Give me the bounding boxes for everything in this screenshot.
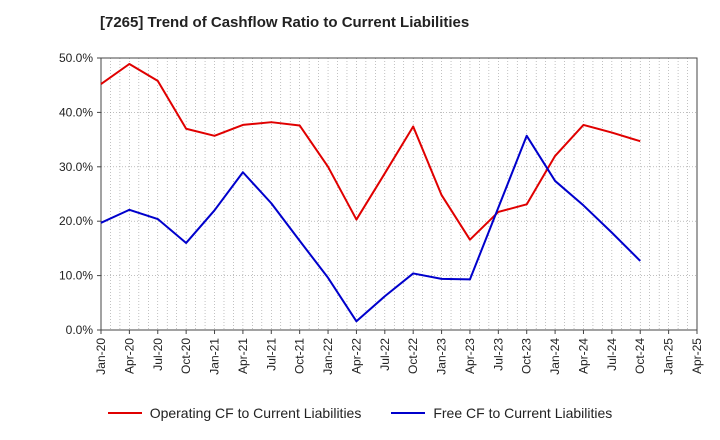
y-tick-labels: 0.0% 10.0% 20.0% 30.0% 40.0% 50.0% [59, 51, 93, 337]
x-tick-labels: Jan-20 Apr-20 Jul-20 Oct-20 Jan-21 Apr-21 Jul-… [94, 338, 704, 375]
axis-layer [97, 57, 698, 334]
grid-layer [100, 57, 698, 331]
x-tick-label: Apr-21 [236, 338, 250, 374]
x-tick-label: Jan-24 [548, 338, 562, 375]
x-tick-label: Oct-24 [633, 338, 647, 374]
x-tick-label: Apr-22 [349, 338, 363, 374]
y-tick-label: 50.0% [59, 51, 93, 65]
y-tick-label: 40.0% [59, 105, 93, 119]
plot-area [101, 58, 697, 330]
series-layer [100, 62, 641, 323]
x-tick-label: Apr-23 [463, 338, 477, 374]
series-line-1 [100, 134, 641, 323]
plot-frame [100, 57, 698, 331]
legend: Operating CF to Current Liabilities Free… [0, 405, 720, 421]
y-tick-label: 0.0% [66, 323, 94, 337]
x-tick-label: Jul-23 [491, 338, 505, 371]
x-tick-label: Jul-20 [151, 338, 165, 371]
y-tick-label: 30.0% [59, 160, 93, 174]
x-tick-label: Jul-22 [378, 338, 392, 371]
x-tick-label: Apr-25 [690, 338, 704, 374]
series-line-0 [100, 62, 641, 241]
x-tick-label: Jan-21 [208, 338, 222, 375]
x-tick-label: Oct-22 [406, 338, 420, 374]
x-tick-label: Jan-22 [321, 338, 335, 375]
chart-title: [7265] Trend of Cashflow Ratio to Curren… [100, 14, 470, 31]
y-tick-label: 20.0% [59, 214, 93, 228]
x-tick-label: Oct-23 [520, 338, 534, 374]
x-tick-label: Jan-23 [435, 338, 449, 375]
y-tick-label: 10.0% [59, 269, 93, 283]
x-tick-label: Apr-24 [576, 338, 590, 374]
x-tick-label: Jul-21 [264, 338, 278, 371]
x-tick-label: Apr-20 [122, 338, 136, 374]
legend-item-free-cf: Free CF to Current Liabilities [391, 405, 612, 421]
legend-swatch-free-cf [391, 412, 426, 414]
x-tick-label: Oct-20 [179, 338, 193, 374]
x-tick-label: Jan-20 [94, 338, 108, 375]
legend-item-operating-cf: Operating CF to Current Liabilities [107, 405, 362, 421]
legend-label-free-cf: Free CF to Current Liabilities [433, 405, 613, 421]
x-tick-label: Jan-25 [662, 338, 676, 375]
x-tick-label: Oct-21 [293, 338, 307, 374]
legend-swatch-operating-cf [107, 412, 142, 414]
legend-label-operating-cf: Operating CF to Current Liabilities [149, 405, 362, 421]
x-tick-label: Jul-24 [605, 338, 619, 371]
